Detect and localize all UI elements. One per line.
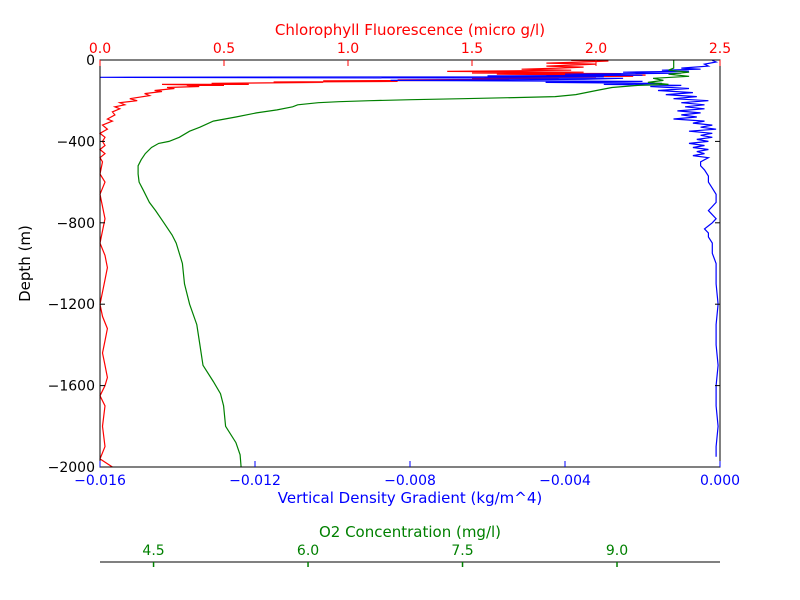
fluorescence-tick-label: 2.5 — [709, 41, 731, 57]
y-axis-depth: 0 −400 −800 −1200 −1600 −2000 — [48, 53, 720, 476]
oxygen-axis-label: O2 Concentration (mg/l) — [319, 523, 501, 541]
plot-frame — [99, 59, 721, 468]
density-tick-label: −0.008 — [384, 473, 436, 489]
y-tick-label: −1200 — [48, 297, 95, 313]
y-tick-label: −400 — [57, 134, 95, 150]
fluorescence-tick-label: 1.5 — [461, 41, 483, 57]
fluorescence-axis-label: Chlorophyll Fluorescence (micro g/l) — [275, 21, 545, 39]
x-axis-density: −0.016 −0.012 −0.008 −0.004 0.000 — [74, 461, 740, 489]
oxygen-tick-label: 7.5 — [451, 543, 473, 559]
y-tick-label: 0 — [86, 53, 95, 69]
x-axis-oxygen: 4.5 6.0 7.5 9.0 — [100, 543, 720, 567]
density-series-line — [99, 59, 719, 457]
oxygen-series-line — [137, 60, 690, 468]
y-tick-label: −2000 — [48, 460, 95, 476]
y-tick-label: −1600 — [48, 379, 95, 395]
density-tick-label: −0.012 — [229, 473, 281, 489]
oxygen-tick-label: 6.0 — [297, 543, 319, 559]
y-tick-label: −800 — [57, 216, 95, 232]
fluorescence-tick-label: 0.5 — [213, 41, 235, 57]
density-tick-label: −0.016 — [74, 473, 126, 489]
oxygen-tick-label: 9.0 — [606, 543, 628, 559]
y-axis-label: Depth (m) — [16, 225, 34, 302]
oxygen-tick-label: 4.5 — [142, 543, 164, 559]
density-tick-label: −0.004 — [539, 473, 591, 489]
plot-series-group — [98, 59, 719, 468]
density-axis-label: Vertical Density Gradient (kg/m^4) — [278, 489, 542, 507]
fluorescence-tick-label: 2.0 — [585, 41, 607, 57]
x-axis-fluorescence: 0.0 0.5 1.0 1.5 2.0 2.5 — [89, 41, 731, 66]
fluorescence-series-line — [98, 59, 646, 468]
density-tick-label: 0.000 — [700, 473, 740, 489]
fluorescence-tick-label: 1.0 — [337, 41, 359, 57]
fluorescence-tick-label: 0.0 — [89, 41, 111, 57]
